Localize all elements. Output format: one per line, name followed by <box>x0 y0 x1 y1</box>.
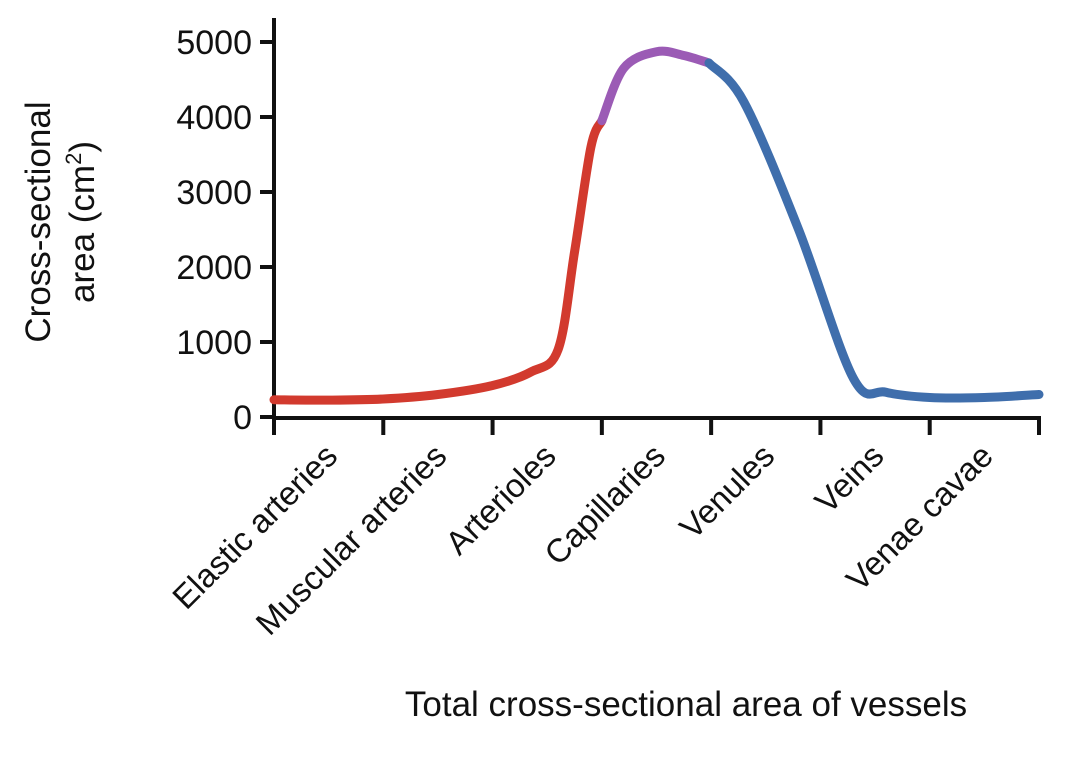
data-series <box>269 46 1044 405</box>
series-line-capillary <box>597 46 714 126</box>
y-axis-title-line-2: area (cm2) <box>61 141 102 303</box>
y-tick-label: 0 <box>233 399 252 437</box>
y-tick-label: 3000 <box>176 174 252 212</box>
y-axis-title-superscript: 2 <box>61 153 86 165</box>
y-tick-label: 1000 <box>176 324 252 362</box>
x-category-label: Venules <box>672 437 781 546</box>
y-tick-label: 4000 <box>176 99 252 137</box>
series-line-arterial <box>269 116 607 405</box>
y-tick-label: 5000 <box>176 24 252 62</box>
y-tick-label: 2000 <box>176 249 252 287</box>
x-category-label: Veins <box>807 437 890 520</box>
y-axis-ticks: 0 1000 2000 3000 4000 5000 <box>176 24 274 437</box>
series-line-venous <box>704 58 1044 403</box>
x-axis-title: Total cross-sectional area of vessels <box>405 685 967 724</box>
y-axis-title-line-1: Cross-sectional <box>19 101 58 342</box>
x-category-label: Muscular arteries <box>248 437 453 642</box>
x-category-label: Capillaries <box>537 437 672 572</box>
y-axis-title: Cross-sectional area (cm2) <box>19 101 102 342</box>
